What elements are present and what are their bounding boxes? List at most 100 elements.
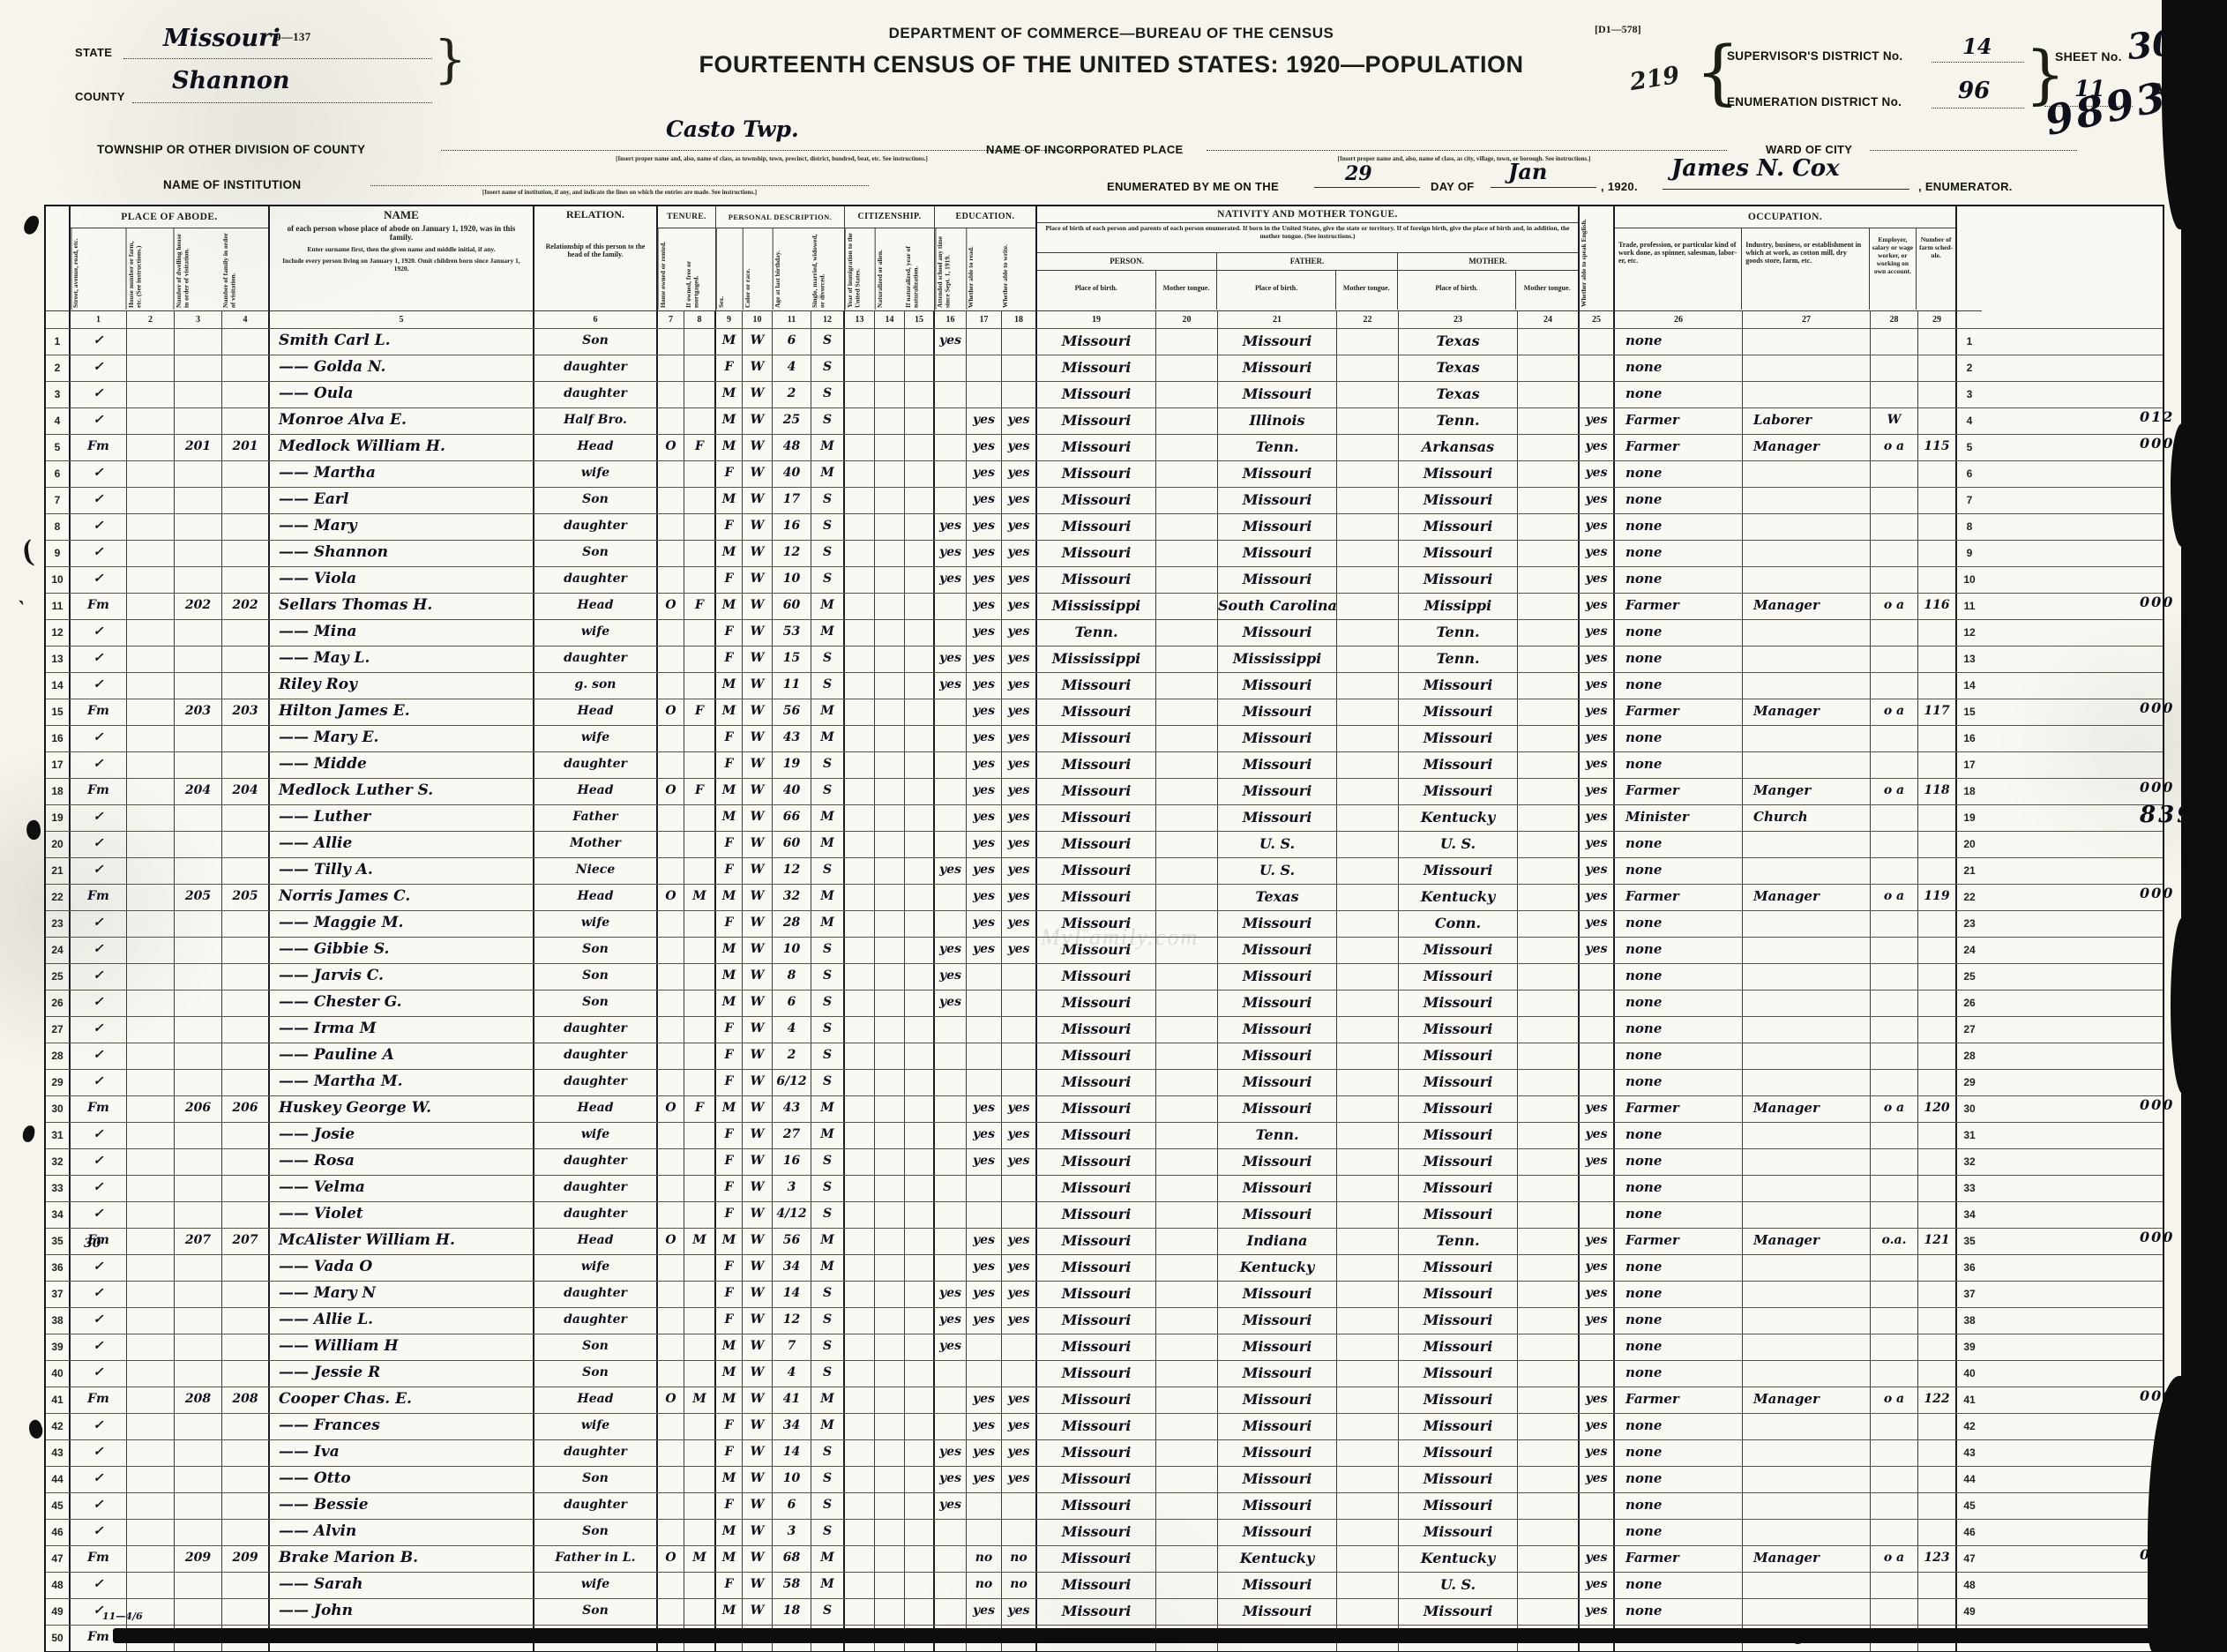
col-number-8: 8 <box>684 310 716 328</box>
record-row-34: 34 ✓ —— Violet daughter F W 4/12 S Missouri Misso… <box>46 1201 2163 1228</box>
row27-s: ✓ <box>71 1017 127 1043</box>
row7-mpobm <box>1518 488 1580 513</box>
row5-ms: M <box>811 435 845 460</box>
row4-s: ✓ <box>71 408 127 434</box>
row28-num2: 28 <box>1963 1050 1976 1062</box>
row49-pobm <box>1156 1599 1218 1625</box>
row30-pob: Missouri <box>1037 1096 1156 1122</box>
row13-sex: F <box>716 647 743 672</box>
col-number-blank <box>46 310 71 328</box>
row4-mtg <box>684 408 716 434</box>
row37-num: 37 <box>46 1282 71 1307</box>
row27-age: 4 <box>773 1017 811 1043</box>
header-group-tenure: TENURE. Home owned or rented. If owned, … <box>658 206 716 310</box>
header-col4: Number of family in order of visitation. <box>220 233 236 308</box>
row38-hn <box>127 1308 175 1334</box>
row33-read <box>967 1176 1002 1201</box>
col-number-blank <box>1957 310 1982 328</box>
row32-write: yes <box>1002 1149 1037 1175</box>
header-group-place-of-abode: PLACE OF ABODE. Street, avenue, road, et… <box>71 206 270 310</box>
row6-name: —— Martha <box>270 461 534 487</box>
row4-own <box>658 408 684 434</box>
row30-dw: 206 <box>175 1096 222 1122</box>
row22-name: Norris James C. <box>270 885 534 910</box>
row17-race: W <box>743 752 773 778</box>
row15-mpob: Missouri <box>1399 699 1518 725</box>
row29-read <box>967 1070 1002 1095</box>
row36-mpob: Missouri <box>1399 1255 1518 1281</box>
row46-write <box>1002 1520 1037 1545</box>
row38-c13 <box>845 1308 875 1334</box>
row9-fpob: Missouri <box>1218 541 1337 566</box>
row1-sex: M <box>716 329 743 355</box>
row35-age: 56 <box>773 1229 811 1254</box>
row24-c13 <box>845 938 875 963</box>
row34-pobm <box>1156 1202 1218 1228</box>
row17-mpob: Missouri <box>1399 752 1518 778</box>
row25-mtg <box>684 964 716 990</box>
row16-read: yes <box>967 726 1002 751</box>
row17-num2: 17 <box>1963 759 1976 771</box>
row28-dw <box>175 1043 222 1069</box>
film-edge-right <box>2171 423 2193 547</box>
row37-sch: yes <box>935 1282 967 1307</box>
row26-fpob: Missouri <box>1218 990 1337 1016</box>
row46-dw <box>175 1520 222 1545</box>
row23-eng: yes <box>1580 911 1615 937</box>
row11-sex: M <box>716 594 743 619</box>
row22-mtg: M <box>684 885 716 910</box>
row37-hn <box>127 1282 175 1307</box>
row12-own <box>658 620 684 646</box>
row36-farm <box>1918 1255 1957 1281</box>
row17-s: ✓ <box>71 752 127 778</box>
row32-farm <box>1918 1149 1957 1175</box>
row45-race: W <box>743 1493 773 1519</box>
row41-fam: 208 <box>222 1387 270 1413</box>
row30-name: Huskey George W. <box>270 1096 534 1122</box>
row8-read: yes <box>967 514 1002 540</box>
row37-fpobm <box>1337 1282 1399 1307</box>
row50-num: 50 <box>46 1626 71 1651</box>
row11-mpob: Missippi <box>1399 594 1518 619</box>
row48-eng: yes <box>1580 1573 1615 1598</box>
film-edge-right <box>2148 1376 2201 1652</box>
row4-c15 <box>905 408 935 434</box>
row40-num: 40 <box>46 1361 71 1387</box>
row8-eng: yes <box>1580 514 1615 540</box>
row12-read: yes <box>967 620 1002 646</box>
row17-dw <box>175 752 222 778</box>
row48-ms: M <box>811 1573 845 1598</box>
row24-pobm <box>1156 938 1218 963</box>
row17-num: 17 <box>46 752 71 778</box>
row32-ind <box>1743 1149 1871 1175</box>
row15-read: yes <box>967 699 1002 725</box>
row35-pob: Missouri <box>1037 1229 1156 1254</box>
row14-num2: 14 <box>1963 679 1976 691</box>
row44-rel: Son <box>534 1467 658 1492</box>
row16-sex: F <box>716 726 743 751</box>
row43-c15 <box>905 1440 935 1466</box>
header-group-occupation: OCCUPATION. Trade, profession, or partic… <box>1615 206 1957 310</box>
row28-age: 2 <box>773 1043 811 1069</box>
row13-farm <box>1918 647 1957 672</box>
row23-mpobm <box>1518 911 1580 937</box>
row3-write <box>1002 382 1037 407</box>
row4-write: yes <box>1002 408 1037 434</box>
row39-mtg <box>684 1334 716 1360</box>
row37-age: 14 <box>773 1282 811 1307</box>
row40-race: W <box>743 1361 773 1387</box>
row36-num2: 36 <box>1963 1261 1976 1274</box>
row7-own <box>658 488 684 513</box>
row38-sch: yes <box>935 1308 967 1334</box>
row47-fam: 209 <box>222 1546 270 1572</box>
incorporated-place-note: [Insert proper name and, also, name of c… <box>1337 155 1591 162</box>
row22-dw: 205 <box>175 885 222 910</box>
row16-hn <box>127 726 175 751</box>
row8-dw <box>175 514 222 540</box>
row30-eng: yes <box>1580 1096 1615 1122</box>
row47-mpob: Kentucky <box>1399 1546 1518 1572</box>
row4-emp: W <box>1871 408 1918 434</box>
